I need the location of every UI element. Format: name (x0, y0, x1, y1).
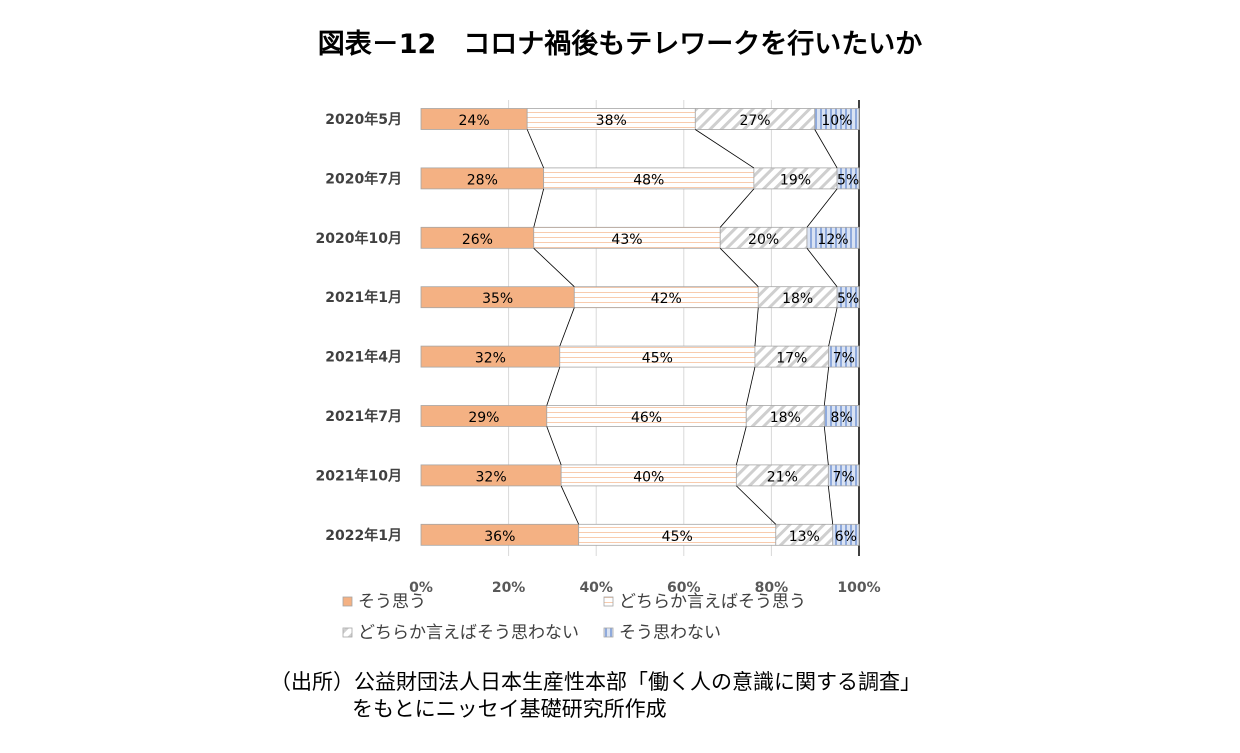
data-label: 28% (467, 172, 498, 188)
legend-swatch (342, 596, 353, 607)
series-line (546, 426, 562, 466)
series-line (546, 366, 561, 406)
data-label: 18% (782, 291, 813, 307)
category-label: 2021年4月 (325, 349, 402, 366)
bar-segment (836, 286, 860, 309)
data-label: 24% (459, 113, 490, 129)
series-line (814, 129, 838, 169)
x-tick-label: 40% (579, 580, 613, 596)
bar-segment (832, 523, 860, 546)
data-label: 40% (633, 469, 664, 485)
chart-title: 図表－12 コロナ禍後もテレワークを行いたいか (317, 29, 923, 60)
legend-label: そう思う (358, 592, 426, 612)
x-tick-label: 60% (667, 580, 701, 596)
bar-segment (823, 405, 860, 427)
series-line (526, 129, 545, 169)
category-label: 2022年1月 (325, 527, 402, 544)
category-label: 2021年10月 (316, 467, 402, 484)
category-label: 2021年1月 (325, 289, 402, 306)
bar-segment (814, 108, 860, 130)
x-tick-label: 80% (755, 580, 789, 596)
x-tick-label: 0% (409, 580, 433, 596)
data-label: 42% (651, 291, 682, 307)
data-label: 27% (739, 113, 770, 129)
data-label: 20% (748, 232, 779, 248)
data-label: 32% (475, 351, 506, 367)
legend-swatch (603, 596, 614, 607)
bar-segment (836, 167, 860, 190)
bar-segment (827, 464, 860, 487)
data-label: 43% (611, 232, 642, 248)
category-label: 2021年7月 (325, 408, 402, 425)
series-line (754, 307, 759, 347)
series-line (533, 188, 545, 228)
series-line (745, 367, 756, 406)
category-label: 2020年7月 (325, 170, 402, 187)
data-label: 21% (767, 469, 798, 485)
bar-segment (828, 345, 860, 368)
source-line-2: をもとにニッセイ基礎研究所作成 (352, 697, 667, 721)
legend-label: どちらか言えばそう思わない (358, 623, 579, 643)
category-label: 2020年5月 (325, 111, 402, 128)
series-line (695, 129, 755, 169)
data-label: 26% (462, 232, 493, 248)
legend-label: どちらか言えばそう思う (619, 592, 806, 612)
x-tick-label: 100% (837, 580, 880, 596)
data-label: 10% (821, 113, 852, 129)
series-line (823, 426, 829, 465)
data-label: 46% (631, 410, 662, 426)
series-line (533, 248, 575, 287)
data-label: 6% (835, 529, 857, 545)
data-label: 7% (833, 351, 855, 367)
series-line (735, 426, 747, 465)
data-label: 45% (662, 529, 693, 545)
data-label: 45% (642, 351, 673, 367)
source-note: （出所）公益財団法人日本生産性本部「働く人の意識に関する調査」 をもとにニッセイ… (270, 669, 921, 723)
data-label: 38% (596, 113, 627, 129)
data-label: 7% (833, 469, 855, 485)
data-label: 18% (770, 410, 801, 426)
legend-swatch (342, 627, 353, 638)
data-label: 36% (484, 529, 515, 545)
data-label: 8% (831, 410, 853, 426)
series-line (559, 307, 575, 347)
data-label: 19% (780, 172, 811, 188)
legend-label: そう思わない (619, 623, 721, 643)
bar-segment (806, 226, 860, 249)
series-line (806, 248, 838, 287)
series-line (828, 307, 838, 347)
data-label: 32% (476, 469, 507, 485)
series-line (719, 188, 755, 228)
data-label: 48% (633, 172, 664, 188)
series-line (823, 367, 830, 406)
data-label: 17% (776, 351, 807, 367)
series-line (806, 188, 838, 228)
data-label: 13% (789, 529, 820, 545)
data-label: 5% (837, 291, 859, 307)
legend-swatch (603, 627, 614, 638)
series-line (560, 485, 580, 525)
series-line (719, 248, 759, 287)
data-label: 35% (482, 291, 513, 307)
source-line-1: （出所）公益財団法人日本生産性本部「働く人の意識に関する調査」 (270, 670, 921, 694)
data-label: 5% (837, 172, 859, 188)
category-label: 2020年10月 (316, 230, 402, 247)
x-tick-label: 20% (492, 580, 526, 596)
data-label: 12% (817, 232, 848, 248)
series-line (736, 485, 777, 525)
data-label: 29% (468, 410, 499, 426)
series-line (827, 485, 834, 525)
